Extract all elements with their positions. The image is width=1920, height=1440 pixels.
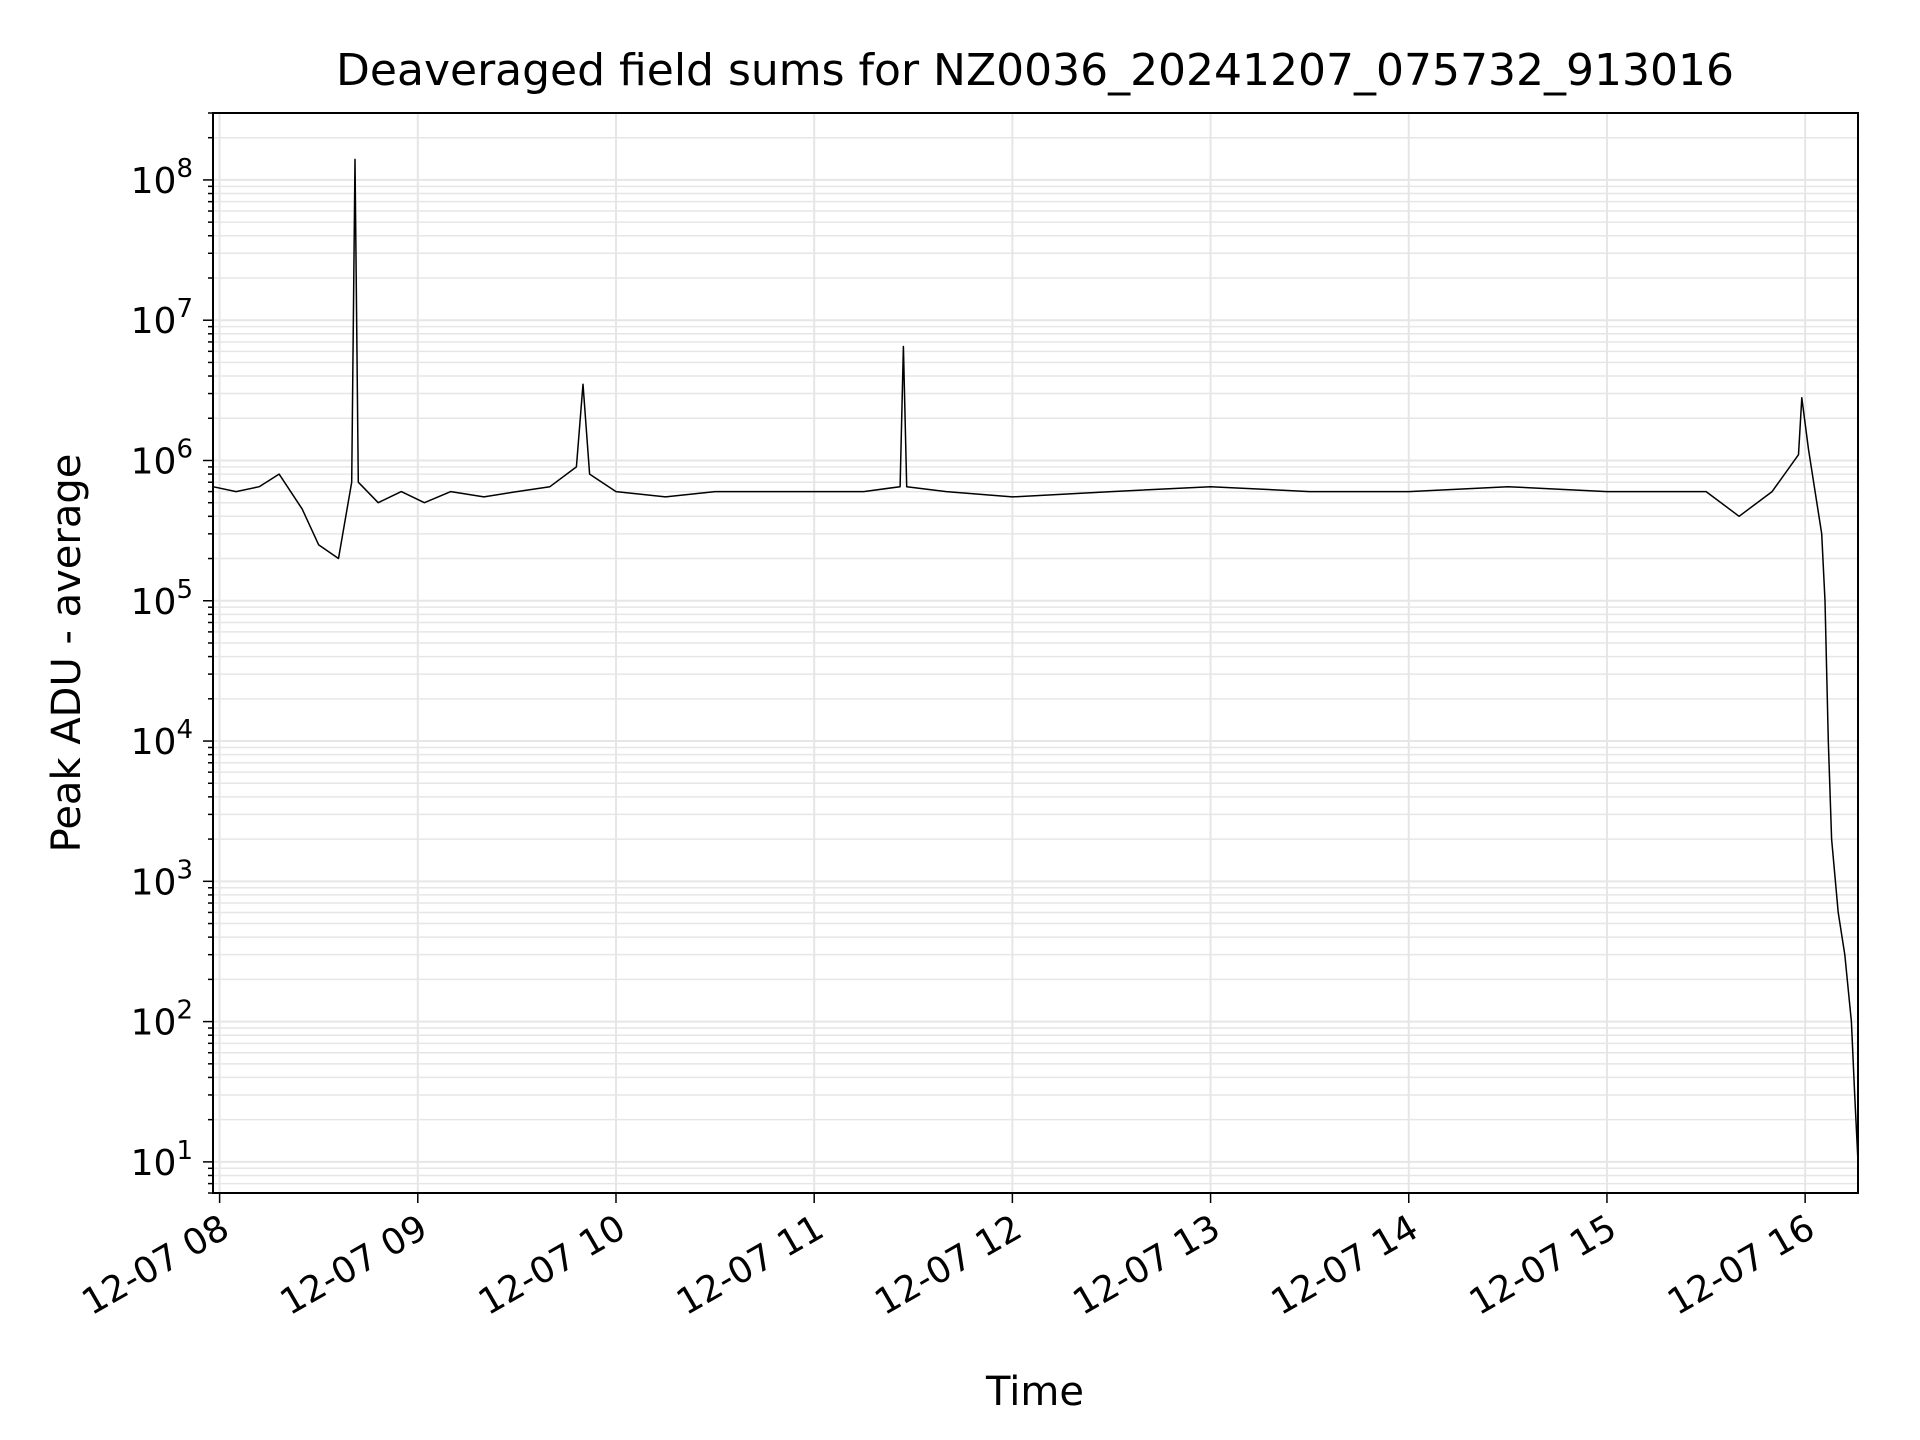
y-axis-label: Peak ADU - average [44,454,90,853]
y-tick-base: 10 [131,1143,177,1184]
y-tick-exponent: 7 [176,294,193,324]
y-tick-base: 10 [131,441,177,482]
y-tick-base: 10 [131,1003,177,1044]
y-tick-exponent: 6 [176,434,193,464]
x-axis-label: Time [985,1369,1084,1415]
y-tick-label: 107 [131,294,193,342]
y-tick-exponent: 5 [176,575,193,605]
y-tick-exponent: 2 [176,996,193,1026]
y-tick-label: 105 [131,575,193,623]
y-tick-exponent: 8 [176,154,193,184]
y-tick-base: 10 [131,722,177,763]
plot-frame [212,112,1859,1194]
y-tick-label: 108 [131,154,193,202]
grid [213,112,1858,1194]
y-tick-label: 104 [131,715,193,763]
y-tick-exponent: 1 [176,1136,193,1166]
chart-title: Deaveraged field sums for NZ0036_2024120… [336,45,1734,96]
y-tick-base: 10 [131,161,177,202]
y-tick-base: 10 [131,582,177,623]
y-tick-label: 101 [131,1136,193,1184]
y-tick-base: 10 [131,862,177,903]
series-layer [212,158,1859,1162]
y-tick-base: 10 [131,301,177,342]
y-tick-exponent: 4 [176,715,193,745]
y-tick-label: 103 [131,855,193,903]
y-tick-exponent: 3 [176,855,193,885]
series-line [212,158,1859,1162]
y-tick-label: 106 [131,434,193,482]
y-tick-label: 102 [131,996,193,1044]
